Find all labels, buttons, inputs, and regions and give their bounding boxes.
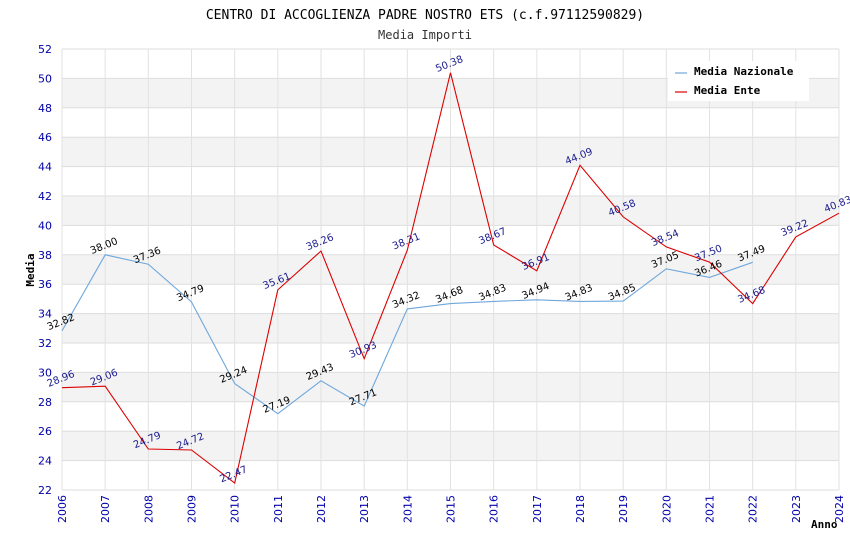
data-label-media-ente: 38.26 [305,232,336,253]
chart-subtitle: Media Importi [378,28,472,42]
x-axis-label: Anno [811,518,838,531]
x-tick-label: 2015 [445,495,458,523]
x-tick-label: 2011 [272,495,285,523]
x-tick-label: 2022 [747,495,760,523]
y-tick-label: 42 [38,190,52,203]
x-tick-label: 2021 [704,495,717,523]
x-tick-label: 2024 [833,495,846,523]
data-label-media-nazionale: 38.00 [89,236,120,257]
legend-label-media-ente: Media Ente [694,84,761,97]
series-line-media-ente [61,72,840,485]
x-tick-label: 2020 [660,495,673,523]
data-label-media-ente: 50.38 [434,54,465,75]
series-lines [61,72,840,485]
y-tick-label: 46 [38,131,52,144]
y-tick-label: 52 [38,43,52,56]
data-label-media-nazionale: 34.85 [607,282,638,303]
y-tick-label: 38 [38,249,52,262]
data-label-media-ente: 38.67 [477,226,508,247]
y-tick-label: 34 [38,308,52,321]
x-axis-ticks: 2006 2007 2008 2009 2010 2011 2012 2013 2014 2015… [56,495,846,523]
x-tick-label: 2018 [574,495,587,523]
legend-label-media-nazionale: Media Nazionale [694,65,794,78]
y-tick-label: 28 [38,396,52,409]
x-tick-label: 2019 [617,495,630,523]
x-tick-label: 2006 [56,495,69,523]
gridlines [61,48,840,491]
x-tick-label: 2010 [229,495,242,523]
y-tick-label: 40 [38,219,52,232]
x-tick-label: 2016 [488,495,501,523]
y-tick-label: 30 [38,366,52,379]
data-label-media-nazionale: 34.83 [477,283,508,304]
x-tick-label: 2023 [790,495,803,523]
data-label-media-nazionale: 34.83 [564,283,595,304]
y-axis-ticks: 22 24 26 28 30 32 34 36 38 40 42 44 46 48 50 52 [38,43,52,497]
x-tick-label: 2012 [315,495,328,523]
y-tick-label: 22 [38,484,52,497]
x-tick-label: 2013 [358,495,371,523]
x-tick-label: 2017 [531,495,544,523]
y-tick-label: 36 [38,278,52,291]
legend: Media Nazionale Media Ente [668,61,809,101]
x-tick-label: 2007 [99,495,112,523]
x-tick-label: 2014 [401,495,414,523]
y-tick-label: 50 [38,72,52,85]
y-tick-label: 24 [38,455,52,468]
x-tick-label: 2009 [186,495,199,523]
y-tick-label: 44 [38,161,52,174]
legend-box [668,61,809,101]
y-tick-label: 26 [38,425,52,438]
data-label-media-ente: 38.31 [391,231,422,252]
x-tick-label: 2008 [142,495,155,523]
y-axis-label: Media [24,253,37,286]
y-tick-label: 48 [38,102,52,115]
series-line-media-nazionale [61,254,753,415]
y-tick-label: 32 [38,337,52,350]
chart-title: CENTRO DI ACCOGLIENZA PADRE NOSTRO ETS (… [206,8,644,23]
